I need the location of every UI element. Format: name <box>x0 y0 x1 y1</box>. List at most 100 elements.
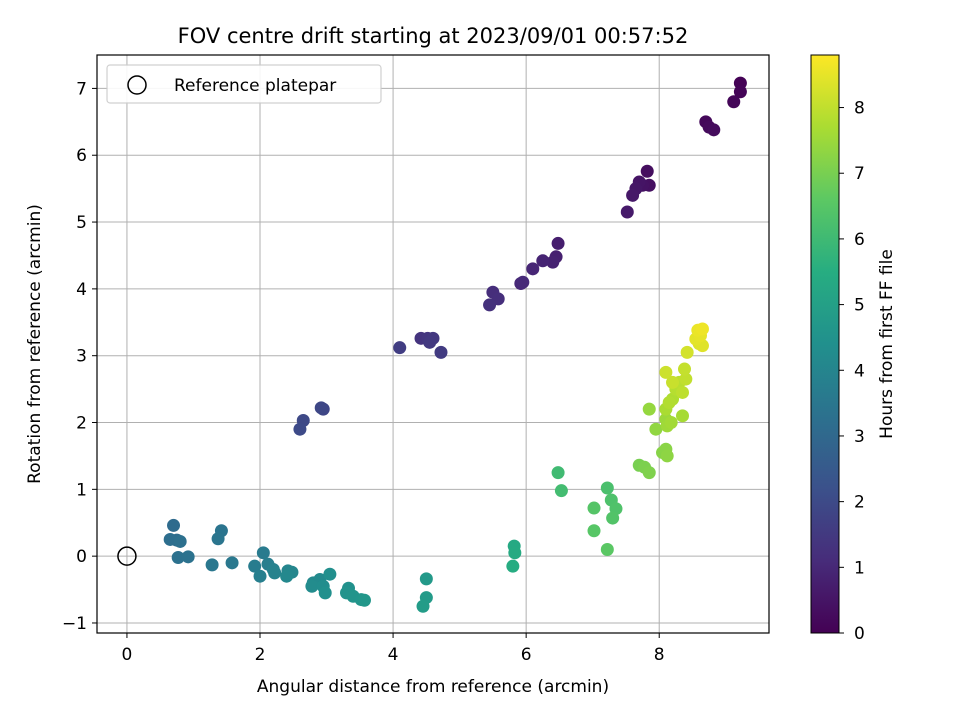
data-point <box>649 422 663 436</box>
colorbar-tick-label: 2 <box>854 493 865 513</box>
data-point <box>551 236 565 250</box>
data-point <box>659 365 673 379</box>
data-point <box>666 375 680 389</box>
colorbar-tick-label: 3 <box>854 427 865 447</box>
data-point <box>483 298 497 312</box>
data-point <box>707 123 721 137</box>
data-point <box>314 401 328 415</box>
colorbar-tick-label: 1 <box>854 558 865 578</box>
data-point <box>662 395 676 409</box>
colorbar-gradient <box>810 54 840 634</box>
data-point <box>305 579 319 593</box>
data-point <box>205 558 219 572</box>
data-point <box>640 164 654 178</box>
data-point <box>268 566 282 580</box>
data-point <box>416 599 430 613</box>
x-tick-label: 6 <box>521 645 532 665</box>
colorbar-tick-label: 7 <box>854 164 865 184</box>
data-point <box>727 95 741 109</box>
colorbar-tick-label: 5 <box>854 296 865 316</box>
data-point <box>516 275 530 289</box>
data-point <box>423 335 437 349</box>
data-point <box>506 559 520 573</box>
y-tick-label: 3 <box>76 347 87 367</box>
y-tick-label: 7 <box>76 79 87 99</box>
colorbar-tick-label: 8 <box>854 99 865 119</box>
y-tick-label: 5 <box>76 213 87 233</box>
x-tick-label: 0 <box>122 645 133 665</box>
data-point <box>393 341 407 355</box>
x-tick-label: 4 <box>388 645 399 665</box>
data-point <box>248 559 262 573</box>
data-point <box>546 255 560 269</box>
x-axis-ticks: 0 2 4 6 8 <box>122 633 665 665</box>
data-point <box>679 372 693 386</box>
data-point <box>536 254 550 268</box>
data-point <box>181 550 195 564</box>
data-point <box>256 546 270 560</box>
data-point <box>280 569 294 583</box>
legend-box <box>106 64 382 104</box>
colorbar-tick-label: 6 <box>854 230 865 250</box>
data-point <box>173 534 187 548</box>
plot-frame <box>96 54 770 634</box>
data-point <box>526 262 540 276</box>
data-point <box>323 567 337 581</box>
x-tick-label: 2 <box>255 645 266 665</box>
data-point <box>434 345 448 359</box>
data-point <box>225 556 239 570</box>
grid-lines <box>97 55 769 633</box>
data-point <box>293 422 307 436</box>
data-point <box>554 484 568 498</box>
data-point <box>733 85 747 99</box>
data-point <box>171 550 185 564</box>
data-point <box>664 416 678 430</box>
data-point <box>419 572 433 586</box>
data-point <box>587 501 601 515</box>
data-point <box>642 466 656 480</box>
data-points <box>163 76 747 613</box>
data-point <box>676 409 690 423</box>
data-point <box>680 345 694 359</box>
y-tick-label: 1 <box>76 480 87 500</box>
data-point <box>508 546 522 560</box>
colorbar-label: Hours from first FF file <box>877 249 897 439</box>
y-axis-ticks: −1 0 1 2 3 4 5 6 7 <box>62 79 97 634</box>
colorbar-tick-label: 0 <box>854 624 865 644</box>
x-axis-label: Angular distance from reference (arcmin) <box>257 677 609 697</box>
data-point <box>678 362 692 376</box>
y-tick-label: −1 <box>62 614 87 634</box>
legend: Reference platepar <box>106 64 382 104</box>
data-point <box>642 402 656 416</box>
y-tick-label: 2 <box>76 414 87 434</box>
data-point <box>600 542 614 556</box>
data-point <box>211 532 225 546</box>
y-tick-label: 6 <box>76 146 87 166</box>
colorbar-ticks: 0 1 2 3 4 5 6 7 8 <box>839 99 865 644</box>
y-axis-label: Rotation from reference (arcmin) <box>25 204 45 484</box>
data-point <box>253 569 267 583</box>
data-point <box>318 586 332 600</box>
data-point <box>695 322 709 336</box>
data-point <box>620 205 634 219</box>
y-tick-label: 0 <box>76 547 87 567</box>
reference-platepar-marker <box>117 546 137 566</box>
data-point <box>606 511 620 525</box>
data-point <box>676 385 690 399</box>
data-point <box>551 466 565 480</box>
data-point <box>587 524 601 538</box>
data-point <box>163 532 177 546</box>
data-point <box>167 518 181 532</box>
chart-title: FOV centre drift starting at 2023/09/01 … <box>178 24 689 48</box>
data-point <box>600 481 614 495</box>
data-point <box>660 449 674 463</box>
colorbar-tick-label: 4 <box>854 361 865 381</box>
x-tick-label: 8 <box>654 645 665 665</box>
legend-marker <box>127 75 147 95</box>
legend-entry: Reference platepar <box>174 76 336 96</box>
data-point <box>357 593 371 607</box>
colorbar: 0 1 2 3 4 5 6 7 8 Hours from first FF file <box>810 54 897 644</box>
data-point <box>626 188 640 202</box>
y-tick-label: 4 <box>76 280 87 300</box>
